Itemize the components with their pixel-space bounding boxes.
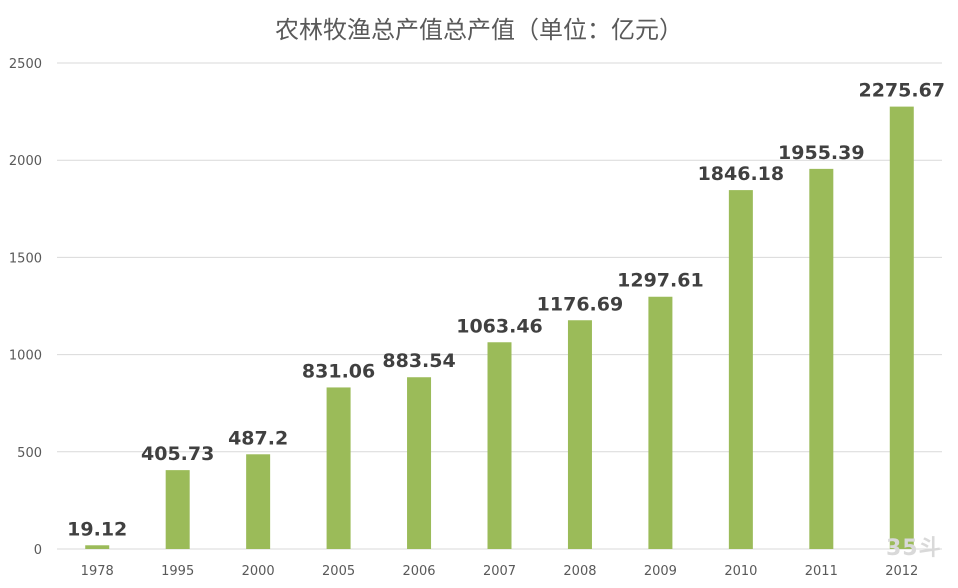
data-label: 831.06 <box>302 360 375 382</box>
data-label: 2275.67 <box>858 80 945 102</box>
y-tick-label: 2000 <box>9 154 42 169</box>
y-tick-label: 500 <box>17 446 42 461</box>
data-label: 1846.18 <box>698 163 785 185</box>
bar <box>246 454 271 549</box>
x-tick-label: 2009 <box>644 564 677 579</box>
data-label: 405.73 <box>141 443 214 465</box>
bar <box>487 342 512 549</box>
x-axis: 1978 1995 2000 2005 2006 2007 2008 2009 2010 2011… <box>81 564 919 579</box>
watermark-logo: 35斗 <box>886 536 942 561</box>
y-axis: 0 500 1000 1500 2000 2500 <box>9 57 42 558</box>
bar <box>567 320 592 549</box>
y-tick-label: 1500 <box>9 251 42 266</box>
x-tick-label: 2000 <box>242 564 275 579</box>
bar <box>889 106 914 550</box>
bar <box>728 190 753 550</box>
bar <box>809 168 834 549</box>
bar <box>85 545 110 549</box>
x-tick-label: 2012 <box>885 564 918 579</box>
x-tick-label: 2008 <box>563 564 596 579</box>
bar <box>648 296 673 549</box>
data-label: 1955.39 <box>778 142 865 164</box>
y-tick-label: 1000 <box>9 349 42 364</box>
data-label: 19.12 <box>67 518 127 540</box>
x-tick-label: 1978 <box>81 564 114 579</box>
bar <box>165 470 190 549</box>
x-tick-label: 2007 <box>483 564 516 579</box>
x-tick-label: 2011 <box>805 564 838 579</box>
data-label: 1297.61 <box>617 270 704 292</box>
data-labels: 19.12 405.73 487.2 831.06 883.541063.461176.… <box>67 80 945 541</box>
x-tick-label: 2005 <box>322 564 355 579</box>
data-label: 883.54 <box>382 350 455 372</box>
data-label: 1063.46 <box>456 315 543 337</box>
data-label: 1176.69 <box>537 293 624 315</box>
x-tick-label: 2006 <box>402 564 435 579</box>
x-tick-label: 1995 <box>161 564 194 579</box>
y-tick-label: 2500 <box>9 57 42 72</box>
x-tick-label: 2010 <box>724 564 757 579</box>
bar <box>326 387 351 549</box>
bars <box>85 106 914 550</box>
y-tick-label: 0 <box>34 543 42 558</box>
bar <box>407 377 432 549</box>
chart-title: 农林牧渔总产值总产值（单位：亿元） <box>275 16 683 44</box>
data-label: 487.2 <box>228 427 288 449</box>
